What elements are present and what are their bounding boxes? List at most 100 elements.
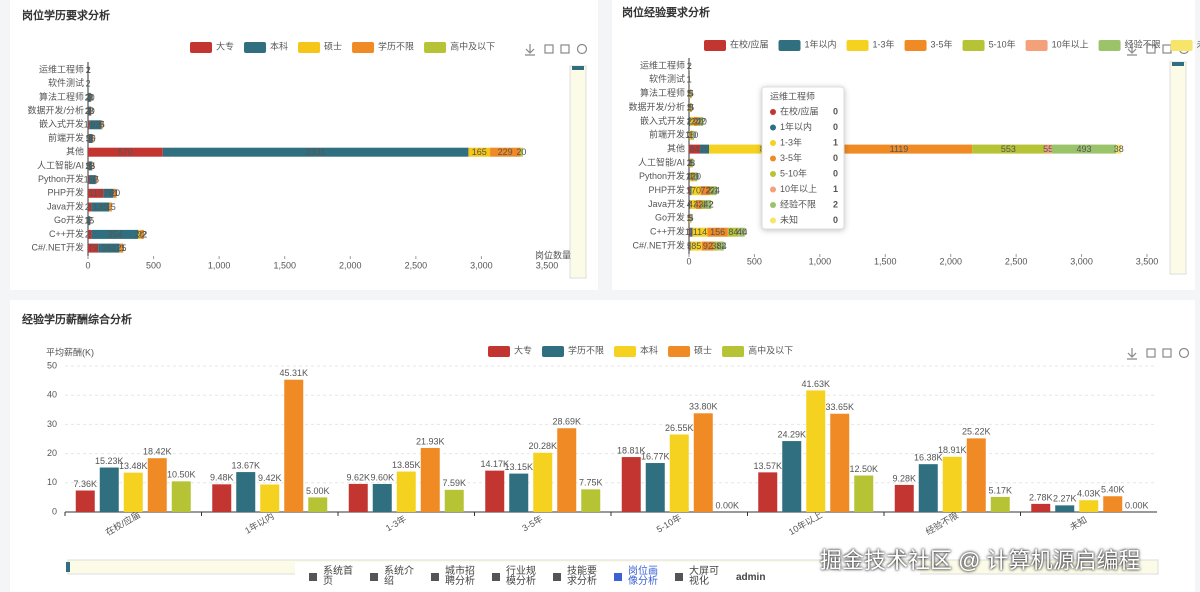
x-tick-label: 1,000: [208, 260, 231, 270]
value-label: 114: [693, 227, 707, 237]
value-label: 6: [687, 199, 692, 209]
value-label: 3: [89, 106, 94, 116]
bar-segment: [88, 92, 91, 102]
legend-swatch: [244, 42, 267, 53]
nav-item[interactable]: 技能要求分析: [553, 567, 600, 587]
nav-icon: [675, 573, 683, 581]
value-label: 2331: [306, 147, 326, 157]
bar: [260, 484, 280, 512]
bar-segment: [691, 172, 694, 182]
legend-label: 学历不限: [378, 40, 414, 51]
bar-segment: [705, 200, 712, 209]
value-label: 2: [687, 116, 692, 126]
value-label: 9: [687, 186, 692, 196]
legend-swatch: [904, 40, 927, 51]
value-label: 9.48K: [210, 473, 234, 483]
bar-segment: [690, 241, 702, 251]
legend-swatch: [298, 42, 321, 53]
tooltip-value: 0: [833, 168, 838, 178]
value-label: 29: [85, 229, 95, 239]
legend-swatch: [614, 346, 637, 357]
value-label: 3: [107, 202, 112, 212]
user-menu[interactable]: admin: [736, 571, 766, 583]
bar-segment: [710, 186, 714, 196]
bar: [147, 458, 167, 512]
bar-segment: [88, 106, 92, 116]
bar: [758, 472, 778, 512]
bar: [1079, 500, 1099, 512]
nav-item[interactable]: 大屏可视化: [675, 567, 722, 587]
legend-swatch: [722, 346, 745, 357]
value-label: 8: [688, 102, 693, 112]
value-label: 10: [84, 120, 94, 130]
value-label: 18.42K: [143, 447, 172, 457]
bar-segment: [689, 241, 691, 251]
bar-segment: [701, 200, 706, 209]
value-label: 3: [688, 89, 693, 99]
tooltip-name: 未知: [780, 214, 798, 225]
value-label: 1: [714, 186, 719, 196]
value-label: 10: [689, 172, 699, 182]
x-tick-label: 3,000: [470, 260, 493, 270]
x-tick-label: 3,500: [536, 260, 559, 270]
value-label: 156: [710, 227, 725, 237]
legend-label: 高中及以下: [450, 40, 495, 51]
bar-segment: [689, 200, 690, 209]
toolbox[interactable]: [525, 43, 1190, 360]
value-label: 10: [686, 130, 696, 140]
bar-segment: [707, 227, 728, 237]
nav-item[interactable]: 岗位画像分析: [614, 567, 661, 587]
bar: [1055, 505, 1075, 512]
bar-segment: [692, 227, 708, 237]
legend-label: 学历不限: [568, 344, 604, 355]
nav-icon: [370, 573, 378, 581]
nav-item[interactable]: 行业规模分析: [492, 567, 539, 587]
value-label: 15: [84, 216, 94, 226]
value-label: 5: [689, 158, 694, 168]
value-label: 1: [687, 75, 692, 85]
bar: [99, 467, 119, 512]
zoom-handle[interactable]: [1172, 62, 1184, 66]
tooltip-name: 1年以内: [780, 121, 812, 132]
value-label: 1: [687, 75, 692, 85]
y-tick-label: Python开发: [38, 173, 84, 184]
y-tick-label: 算法工程师: [640, 87, 685, 98]
value-label: 15: [106, 202, 116, 212]
bar: [854, 475, 874, 512]
bar-segment: [690, 227, 693, 237]
zoom-handle[interactable]: [572, 66, 584, 70]
value-label: 25.22K: [962, 427, 991, 437]
bar-segment: [1051, 144, 1117, 154]
nav-item[interactable]: 系统首页: [309, 567, 356, 587]
value-label: 28.69K: [552, 417, 581, 427]
y-tick-label: 40: [47, 390, 57, 400]
nav-item[interactable]: 系统介绍: [370, 567, 417, 587]
bar: [942, 456, 962, 512]
value-label: 42: [694, 199, 704, 209]
x-tick-label: 2,000: [939, 256, 962, 266]
nav-icon: [492, 573, 500, 581]
nav-item[interactable]: 城市招聘分析: [431, 567, 478, 587]
zoom-slider[interactable]: [569, 65, 587, 279]
value-label: 5: [687, 102, 692, 112]
value-label: 1: [687, 61, 692, 71]
value-label: 2.78K: [1029, 492, 1053, 502]
bar-segment: [88, 161, 92, 171]
bar-segment: [689, 172, 690, 182]
value-label: 493: [1076, 144, 1091, 154]
legend-swatch: [542, 346, 565, 357]
value-label: 4: [717, 241, 722, 251]
value-label: 5: [687, 213, 692, 223]
zoom-slider[interactable]: [1169, 61, 1187, 275]
value-label: 5: [100, 120, 105, 130]
value-label: 9.62K: [346, 472, 370, 482]
bar: [806, 390, 826, 512]
value-label: 92: [703, 241, 713, 251]
legend-label: 未知: [1197, 38, 1200, 49]
bar-segment: [689, 158, 691, 168]
value-label: 4: [687, 199, 692, 209]
bar: [918, 464, 938, 512]
bar-segment: [520, 147, 523, 157]
zoom-handle[interactable]: [66, 562, 70, 572]
bar-segment: [91, 202, 110, 212]
